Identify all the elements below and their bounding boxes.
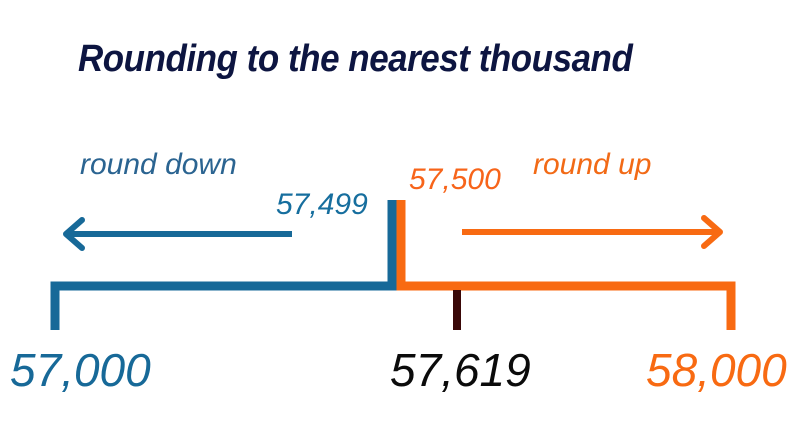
round-down-arrow xyxy=(63,217,292,251)
round-up-arrow xyxy=(462,215,723,249)
midpoint-high-label: 57,500 xyxy=(409,163,501,196)
midpoint-low-label: 57,499 xyxy=(276,188,368,221)
round-up-bracket xyxy=(396,200,736,330)
lower-bound-label: 57,000 xyxy=(10,344,151,396)
diagram-title: Rounding to the nearest thousand xyxy=(78,38,633,80)
round-down-label: round down xyxy=(80,148,237,181)
round-up-label: round up xyxy=(533,148,652,181)
round-down-bracket xyxy=(50,200,397,330)
upper-bound-label: 58,000 xyxy=(646,344,787,396)
value-label: 57,619 xyxy=(390,344,531,396)
